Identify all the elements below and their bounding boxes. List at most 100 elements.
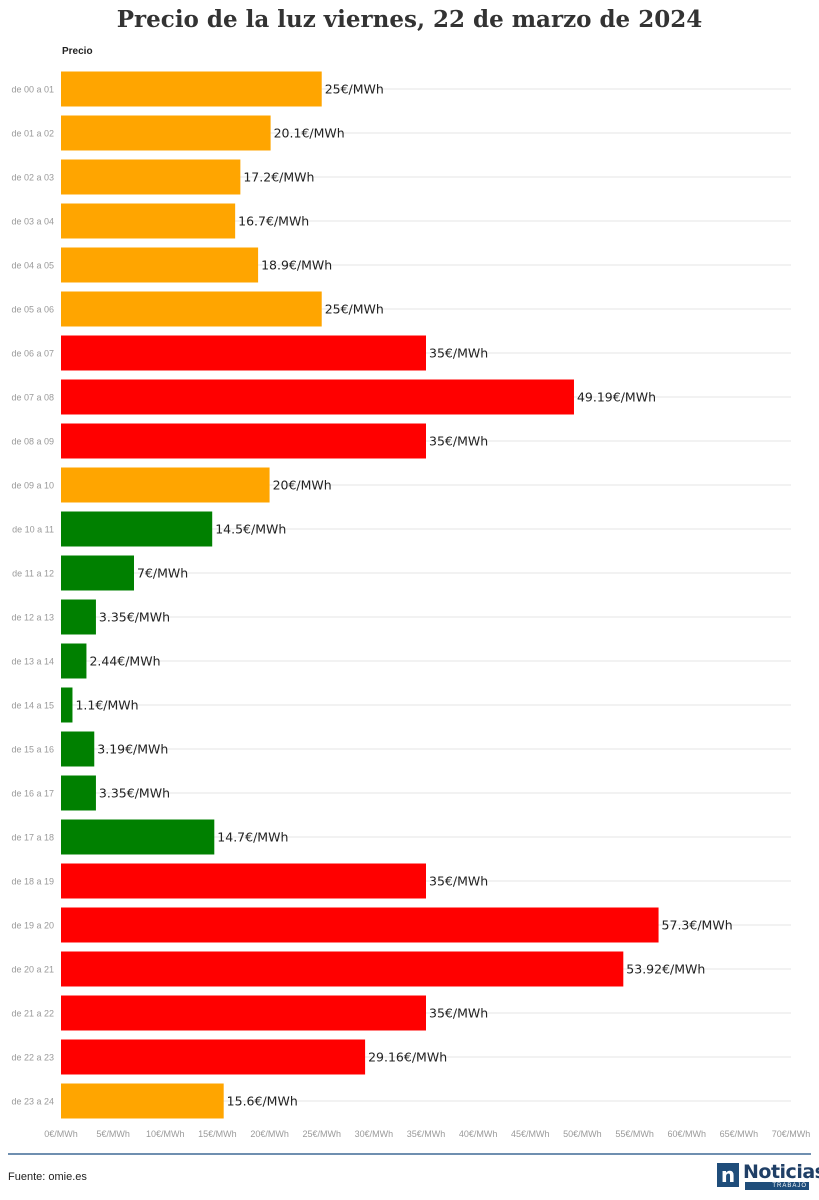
x-tick-label: 45€/MWh (511, 1129, 550, 1139)
brand-logo[interactable]: n Noticias TRABAJO (717, 1161, 819, 1190)
bar[interactable] (61, 731, 95, 767)
value-label: 57.3€/MWh (662, 918, 733, 933)
bar[interactable] (61, 335, 426, 371)
logo-wordmark: Noticias (743, 1161, 819, 1183)
logo-mark: n (717, 1163, 739, 1187)
bar[interactable] (61, 247, 259, 283)
category-label: de 03 a 04 (11, 217, 54, 227)
bar[interactable] (61, 1039, 366, 1075)
x-tick-label: 20€/MWh (250, 1129, 289, 1139)
value-label: 35€/MWh (429, 346, 488, 361)
bar[interactable] (61, 819, 215, 855)
bar-chart: 25€/MWh 20.1€/MWh 17.2€/MWh 16.7€/MWh 18.9€/… (11, 71, 810, 1139)
category-label: de 12 a 13 (11, 613, 54, 623)
value-label: 3.35€/MWh (99, 786, 170, 801)
bar[interactable] (61, 643, 87, 679)
value-label: 25€/MWh (325, 82, 384, 97)
bar[interactable] (61, 1083, 224, 1119)
bars (61, 71, 659, 1119)
x-tick-label: 0€/MWh (44, 1129, 78, 1139)
category-label: de 06 a 07 (11, 349, 54, 359)
logo-subtitle: TRABAJO (745, 1182, 809, 1190)
source-note: Fuente: omie.es (8, 1171, 87, 1183)
value-label: 16.7€/MWh (238, 214, 309, 229)
bar[interactable] (61, 203, 236, 239)
bar[interactable] (61, 687, 73, 723)
category-label: de 14 a 15 (11, 701, 54, 711)
category-label: de 01 a 02 (11, 129, 54, 139)
category-label: de 23 a 24 (11, 1097, 54, 1107)
value-label: 2.44€/MWh (89, 654, 160, 669)
bar[interactable] (61, 159, 241, 195)
category-label: de 18 a 19 (11, 877, 54, 887)
category-label: de 20 a 21 (11, 965, 54, 975)
x-tick-label: 35€/MWh (407, 1129, 446, 1139)
grid-lines (61, 88, 791, 1102)
bar[interactable] (61, 555, 134, 591)
value-label: 18.9€/MWh (261, 258, 332, 273)
category-label: de 17 a 18 (11, 833, 54, 843)
category-label: de 11 a 12 (12, 569, 54, 579)
bar[interactable] (61, 951, 624, 987)
value-label: 14.5€/MWh (215, 522, 286, 537)
footer-divider (8, 1153, 811, 1155)
bar[interactable] (61, 423, 426, 459)
x-tick-label: 30€/MWh (355, 1129, 394, 1139)
x-tick-label: 15€/MWh (198, 1129, 237, 1139)
category-label: de 05 a 06 (11, 305, 54, 315)
value-label: 17.2€/MWh (243, 170, 314, 185)
category-label: de 19 a 20 (11, 921, 54, 931)
value-label: 53.92€/MWh (626, 962, 705, 977)
bar[interactable] (61, 291, 322, 327)
category-label: de 21 a 22 (11, 1009, 54, 1019)
value-label: 14.7€/MWh (217, 830, 288, 845)
bar[interactable] (61, 995, 426, 1031)
category-label: de 02 a 03 (11, 173, 54, 183)
x-tick-label: 55€/MWh (615, 1129, 654, 1139)
x-tick-label: 65€/MWh (720, 1129, 759, 1139)
x-tick-label: 50€/MWh (563, 1129, 602, 1139)
x-tick-label: 40€/MWh (459, 1129, 498, 1139)
value-label: 49.19€/MWh (577, 390, 656, 405)
category-label: de 15 a 16 (11, 745, 54, 755)
category-label: de 07 a 08 (11, 393, 54, 403)
value-label: 35€/MWh (429, 874, 488, 889)
x-tick-label: 10€/MWh (146, 1129, 185, 1139)
value-label: 35€/MWh (429, 434, 488, 449)
value-label: 35€/MWh (429, 1006, 488, 1021)
bar[interactable] (61, 775, 96, 811)
bar[interactable] (61, 863, 426, 899)
value-label: 3.35€/MWh (99, 610, 170, 625)
bar[interactable] (61, 115, 271, 151)
bar[interactable] (61, 907, 659, 943)
category-label: de 00 a 01 (11, 85, 54, 95)
value-labels: 25€/MWh 20.1€/MWh 17.2€/MWh 16.7€/MWh 18.9€/… (75, 82, 732, 1109)
category-labels: de 00 a 01 de 01 a 02 de 02 a 03 de 03 a 04… (11, 85, 54, 1107)
value-label: 25€/MWh (325, 302, 384, 317)
value-label: 20.1€/MWh (274, 126, 345, 141)
category-label: de 09 a 10 (11, 481, 54, 491)
bar[interactable] (61, 599, 96, 635)
bar[interactable] (61, 71, 322, 107)
bar[interactable] (61, 467, 270, 503)
chart-title: Precio de la luz viernes, 22 de marzo de… (116, 6, 703, 33)
value-label: 3.19€/MWh (97, 742, 168, 757)
x-tick-label: 5€/MWh (96, 1129, 130, 1139)
value-label: 15.6€/MWh (227, 1094, 298, 1109)
x-tick-label: 70€/MWh (772, 1129, 811, 1139)
value-label: 7€/MWh (137, 566, 188, 581)
bar[interactable] (61, 379, 574, 415)
bar[interactable] (61, 511, 213, 547)
category-label: de 04 a 05 (11, 261, 54, 271)
category-label: de 10 a 11 (12, 525, 54, 535)
category-label: de 13 a 14 (11, 657, 54, 667)
value-label: 20€/MWh (273, 478, 332, 493)
category-label: de 08 a 09 (11, 437, 54, 447)
value-label: 1.1€/MWh (75, 698, 138, 713)
x-axis-ticks: 0€/MWh 5€/MWh 10€/MWh 15€/MWh 20€/MWh 25€/MWh… (44, 1129, 810, 1139)
category-label: de 16 a 17 (11, 789, 54, 799)
x-tick-label: 25€/MWh (302, 1129, 341, 1139)
category-label: de 22 a 23 (11, 1053, 54, 1063)
x-tick-label: 60€/MWh (667, 1129, 706, 1139)
series-label: Precio (62, 46, 93, 57)
